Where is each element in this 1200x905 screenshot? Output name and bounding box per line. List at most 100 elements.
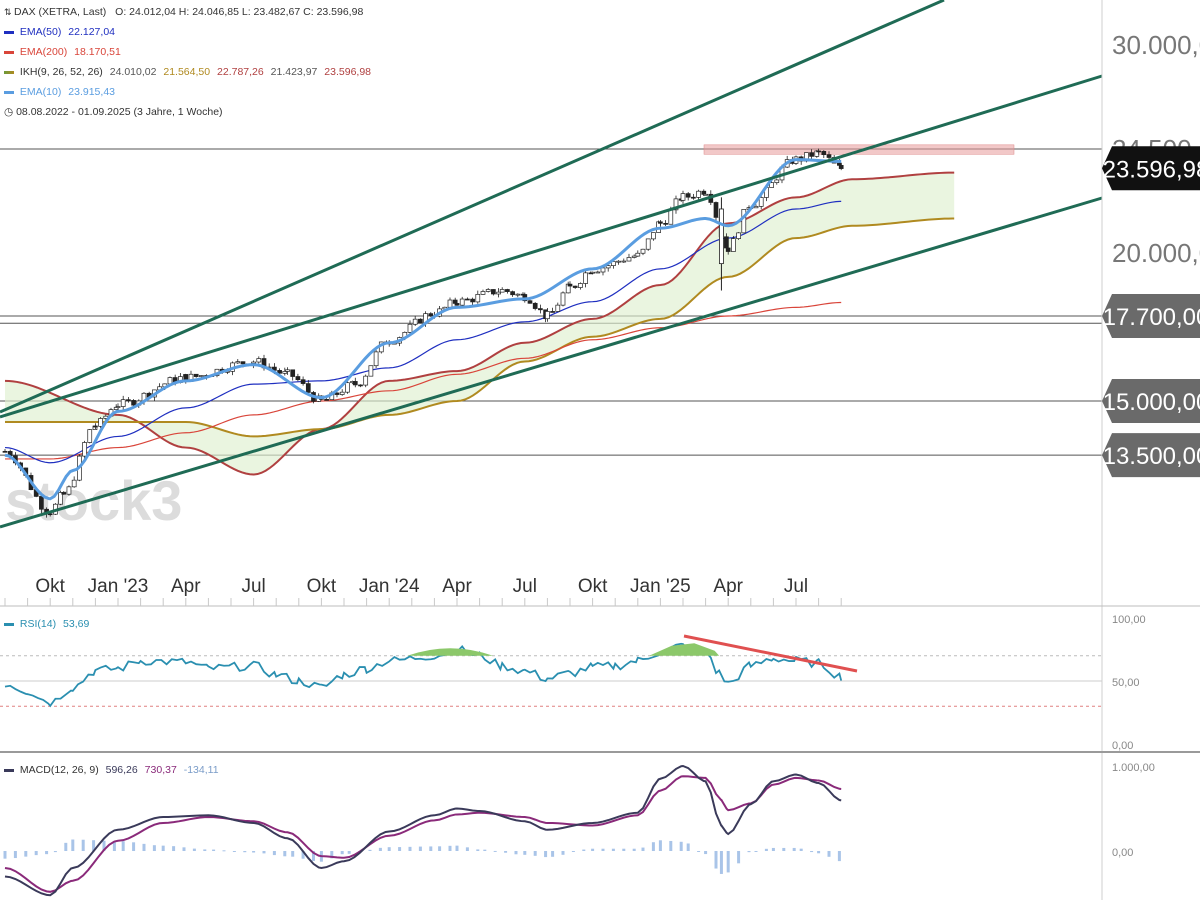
- candle-body: [305, 383, 311, 393]
- histogram-bar: [222, 850, 226, 852]
- histogram-bar: [483, 849, 487, 851]
- histogram-bar: [817, 851, 821, 854]
- candle-body: [485, 289, 491, 292]
- candle-body: [724, 236, 729, 249]
- time-axis-label: Okt: [35, 576, 65, 597]
- time-axis-label: Okt: [578, 576, 608, 597]
- ikh-value-5: 23.596,98: [324, 66, 372, 78]
- histogram-bar: [544, 851, 548, 858]
- histogram-bar: [92, 840, 96, 851]
- histogram-bar: [641, 847, 645, 851]
- histogram-bar: [121, 841, 125, 851]
- ikh-value-4: 21.423,97: [270, 66, 318, 78]
- histogram-bar: [551, 851, 555, 857]
- symbol-icon: ⇅: [4, 7, 15, 17]
- histogram-bar: [311, 851, 315, 861]
- macd-panel: 1.000,00 0,00: [3, 762, 1155, 897]
- ema50-value: 22.127,04: [68, 26, 115, 38]
- trend-channel-upper: [0, 0, 945, 414]
- candle-body: [454, 303, 460, 306]
- histogram-bar: [291, 851, 295, 857]
- candle-body: [115, 406, 121, 408]
- price-marker-box: [1102, 293, 1200, 338]
- histogram-bar: [719, 851, 723, 874]
- time-axis-label: Jul: [784, 576, 808, 597]
- histogram-bar: [132, 842, 136, 851]
- histogram-bar: [782, 847, 786, 851]
- candle-body: [538, 308, 543, 311]
- ema200-value: 18.170,51: [74, 46, 121, 58]
- candle-body: [645, 238, 651, 250]
- candle-body: [545, 311, 550, 320]
- candle-body: [651, 232, 656, 240]
- histogram-bar: [591, 848, 595, 851]
- ema50-swatch: [4, 30, 14, 34]
- histogram-bar: [429, 846, 433, 851]
- histogram-bar: [827, 851, 831, 857]
- histogram-bar: [504, 851, 508, 853]
- candle-body: [459, 298, 465, 306]
- histogram-bar: [601, 848, 605, 851]
- ema10-value: 23.915,43: [68, 86, 115, 98]
- histogram-bar: [203, 849, 207, 851]
- candle-body: [2, 450, 8, 453]
- price-axis-label: 20.000,00: [1112, 238, 1200, 268]
- macd-value-2: 730,37: [144, 764, 177, 776]
- candle-body: [496, 291, 501, 295]
- histogram-bar: [102, 840, 106, 851]
- clock-icon: ◷: [4, 106, 17, 118]
- candle-body: [590, 271, 595, 274]
- ema10-label: EMA(10): [19, 86, 62, 98]
- candle-body: [251, 361, 256, 364]
- histogram-bar: [24, 851, 28, 857]
- trend-channel-lower: [0, 196, 1103, 529]
- candle-body: [199, 375, 204, 377]
- candle-body: [470, 298, 475, 303]
- histogram-bar: [64, 842, 68, 851]
- histogram-bar: [714, 851, 718, 869]
- histogram-bar: [398, 847, 402, 851]
- ikh-value-1: 24.010,02: [109, 66, 157, 78]
- histogram-bar: [465, 847, 469, 851]
- candle-body: [691, 196, 696, 199]
- candle-body: [658, 221, 663, 224]
- time-axis-label: Jan '23: [88, 576, 149, 597]
- macd-value-1: 596,26: [105, 764, 138, 776]
- candle-body: [567, 283, 573, 287]
- ikh-span-a-line: [4, 171, 955, 476]
- candle-body: [621, 260, 627, 263]
- histogram-bar: [71, 839, 75, 851]
- histogram-bar: [799, 848, 803, 851]
- histogram-bar: [658, 840, 662, 851]
- ema200-line: [5, 301, 842, 460]
- rsi-legend: RSI(14) 53,69: [4, 618, 89, 630]
- price-marker-label: 23.596,98: [1103, 156, 1200, 183]
- macd-histogram: [3, 839, 841, 874]
- candle-body: [816, 150, 821, 153]
- ema50-label: EMA(50): [19, 26, 62, 38]
- candle-body: [480, 291, 486, 295]
- candle-body: [663, 222, 668, 225]
- symbol-row: ⇅ DAX (XETRA, Last) O: 24.012,04 H: 24.0…: [4, 2, 371, 22]
- histogram-bar: [112, 841, 116, 851]
- candle-body: [595, 271, 601, 274]
- histogram-bar: [514, 851, 518, 855]
- histogram-bar: [523, 851, 527, 855]
- candle-body: [680, 193, 686, 201]
- histogram-bar: [726, 851, 730, 873]
- rsi-divergence-line: [683, 634, 858, 673]
- price-legend: ⇅ DAX (XETRA, Last) O: 24.012,04 H: 24.0…: [4, 2, 371, 122]
- candle-body: [465, 298, 470, 301]
- histogram-bar: [493, 850, 497, 852]
- candle-body: [583, 272, 588, 284]
- candle-body: [713, 202, 719, 218]
- histogram-bar: [283, 851, 287, 857]
- ema10-swatch: [4, 90, 14, 94]
- histogram-bar: [704, 851, 708, 855]
- histogram-bar: [737, 851, 741, 864]
- rsi-overbought-fill: [649, 643, 720, 656]
- ikh-swatch: [4, 70, 14, 74]
- candle-body: [741, 209, 747, 234]
- candle-body: [572, 285, 578, 288]
- histogram-bar: [368, 849, 372, 851]
